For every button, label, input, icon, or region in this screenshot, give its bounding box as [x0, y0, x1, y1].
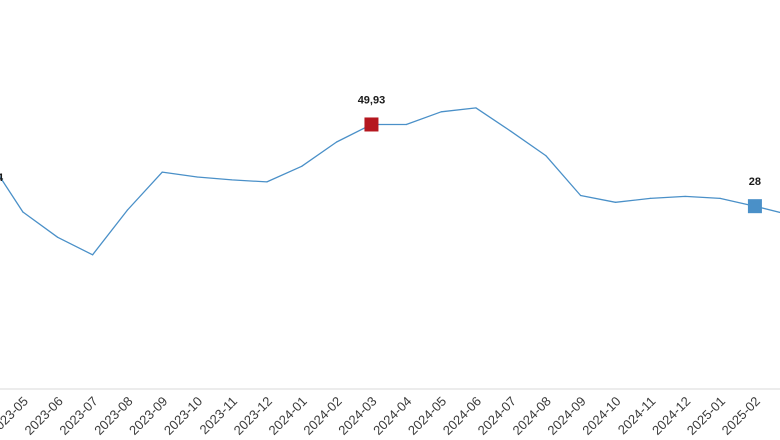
- data-point: [57, 236, 59, 238]
- data-point: [719, 197, 721, 199]
- series-line: [0, 107, 780, 256]
- highlight-marker: [364, 117, 379, 132]
- data-label: 28: [749, 176, 761, 188]
- data-point: [196, 176, 198, 178]
- x-tick-label: 2025-02: [719, 394, 763, 438]
- data-markers: [22, 107, 762, 256]
- data-point: [580, 194, 582, 197]
- data-point: [266, 181, 268, 183]
- data-point: [161, 171, 163, 173]
- data-point: [126, 209, 129, 211]
- data-point: [301, 165, 303, 167]
- data-point: [22, 211, 24, 213]
- data-point: [231, 179, 233, 181]
- data-point: [405, 123, 407, 126]
- highlight-marker: [747, 199, 762, 214]
- data-label: 49,93: [358, 94, 386, 106]
- x-tick-label: 2024-10: [579, 394, 623, 438]
- data-point: [336, 141, 338, 143]
- data-point: [440, 111, 442, 113]
- data-point: [91, 254, 94, 256]
- data-point: [510, 130, 512, 132]
- data-label-partial: 4: [0, 172, 4, 184]
- data-point: [684, 195, 686, 198]
- data-point: [475, 107, 477, 109]
- x-tick-labels: 2023-042023-052023-062023-072023-082023-…: [0, 394, 763, 438]
- data-point: [545, 155, 547, 157]
- x-tick-label: 2023-10: [161, 394, 205, 438]
- data-labels: 49,93 28 4: [0, 94, 761, 188]
- data-point: [649, 197, 651, 199]
- data-point: [614, 201, 617, 203]
